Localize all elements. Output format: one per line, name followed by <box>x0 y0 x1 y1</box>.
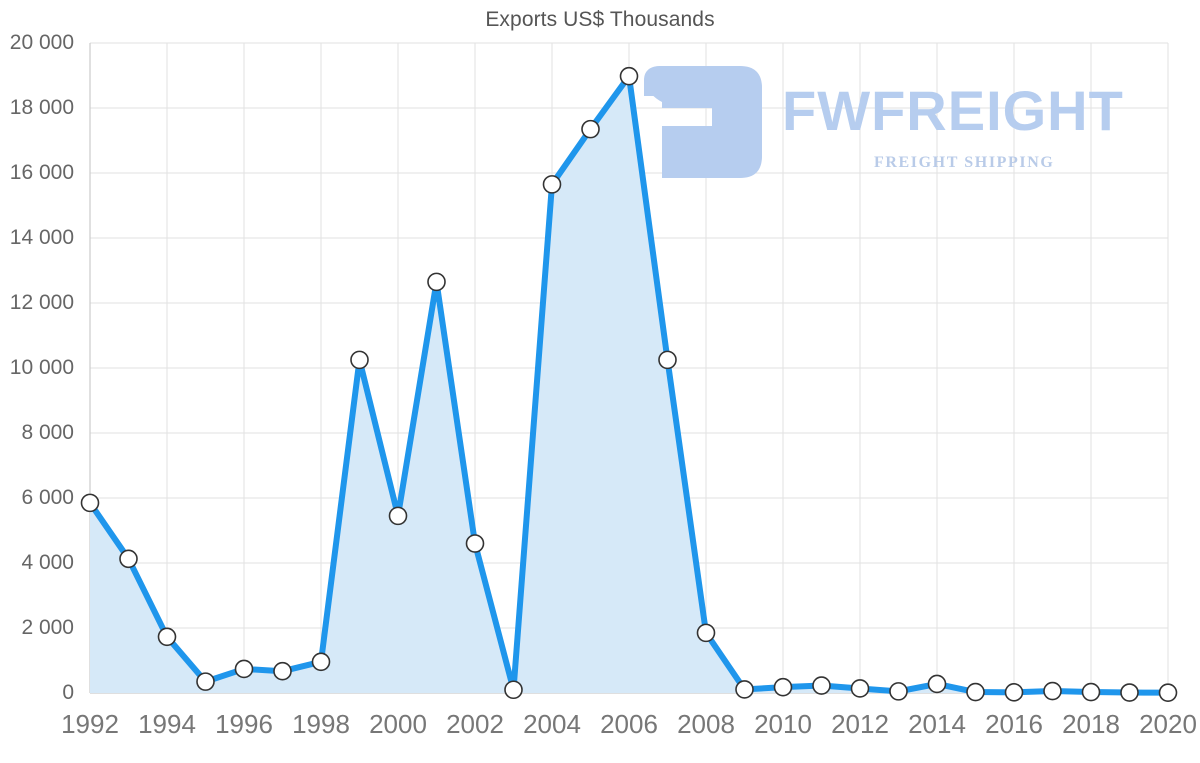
x-axis-tick-label: 1996 <box>215 709 273 739</box>
y-axis-tick-label: 18 000 <box>9 96 74 119</box>
data-point-marker[interactable]: 1999: 10250 <box>350 350 369 370</box>
data-point-marker[interactable]: 2002: 4600 <box>465 534 485 553</box>
data-point-marker[interactable]: 2005: 17350 <box>581 119 600 139</box>
x-axis-tick-label: 2000 <box>369 709 427 739</box>
x-axis-tick-label: 1998 <box>292 709 350 739</box>
x-axis-tick-label: 2010 <box>754 709 812 739</box>
y-axis-tick-label: 12 000 <box>9 291 74 314</box>
data-point-marker[interactable]: 2019: 15 <box>1120 683 1139 702</box>
y-axis-tick-label: 6 000 <box>21 486 74 509</box>
x-axis-tick-label: 2004 <box>523 709 581 739</box>
data-point-marker[interactable]: 2013: 50 <box>889 682 908 701</box>
data-point-marker[interactable]: 2000: 5450 <box>388 506 408 526</box>
data-point-marker[interactable]: 2015: 30 <box>966 682 985 702</box>
chart-title: Exports US$ Thousands <box>485 8 715 31</box>
x-axis-tick-label: 2006 <box>600 709 658 739</box>
data-point-marker[interactable]: 1992: 5850 <box>80 493 100 513</box>
data-point-marker[interactable]: 1996: 740 <box>234 659 254 679</box>
data-point-marker[interactable]: 1998: 960 <box>311 652 331 672</box>
y-axis-tick-label: 4 000 <box>21 551 74 574</box>
y-axis-tick-label: 14 000 <box>9 226 74 249</box>
area-fill-path <box>90 76 1168 693</box>
x-axis-tick-label: 2014 <box>908 709 966 739</box>
data-point-marker[interactable]: 1993: 4130 <box>119 549 138 569</box>
x-axis-tick-label: 2020 <box>1139 709 1197 739</box>
x-axis-tick-label: 1992 <box>61 709 119 739</box>
data-point-marker[interactable]: 2008: 1850 <box>696 623 716 643</box>
data-point-marker[interactable]: 2003: 100 <box>504 680 523 700</box>
data-point-marker[interactable]: 2017: 60 <box>1043 681 1062 701</box>
data-point-marker[interactable]: 1997: 670 <box>273 661 292 681</box>
x-axis-tick-label: 1994 <box>138 709 196 739</box>
y-axis-tick-label: 0 <box>62 681 74 704</box>
data-point-marker[interactable]: 2009: 110 <box>735 680 754 699</box>
data-point-marker[interactable]: 1994: 1730 <box>157 627 177 647</box>
data-point-marker[interactable]: 2006: 18980 <box>619 66 639 86</box>
data-point-marker[interactable]: 2011: 230 <box>812 676 831 695</box>
y-axis-tick-label: 16 000 <box>9 161 74 184</box>
data-point-marker[interactable]: 2001: 12650 <box>427 272 446 292</box>
x-axis-tick-label: 2008 <box>677 709 735 739</box>
data-point-marker[interactable]: 1995: 350 <box>196 672 215 691</box>
x-axis-tick-label: 2002 <box>446 709 504 739</box>
area-fill <box>90 76 1168 693</box>
data-point-marker[interactable]: 2018: 30 <box>1081 682 1101 702</box>
y-axis-tick-label: 20 000 <box>9 31 74 54</box>
x-axis-tick-label: 2018 <box>1062 709 1120 739</box>
data-point-marker[interactable]: 2016: 20 <box>1004 683 1024 702</box>
x-axis-tick-label: 2016 <box>985 709 1043 739</box>
data-point-marker[interactable]: 2007: 10250 <box>658 350 677 370</box>
data-point-markers[interactable]: 1992: 5850 1993: 4130 1994: 1730 1995: 350 1… <box>80 66 1178 702</box>
data-point-marker[interactable]: 2020: 10 <box>1158 683 1178 702</box>
y-axis-tick-label: 2 000 <box>21 616 74 639</box>
y-axis-tick-label: 8 000 <box>21 421 74 444</box>
y-axis-tick-label: 10 000 <box>9 356 74 379</box>
data-point-marker[interactable]: 2004: 15650 <box>542 175 562 194</box>
data-point-marker[interactable]: 2012: 140 <box>850 679 870 698</box>
data-point-marker[interactable]: 2014: 280 <box>927 674 947 694</box>
x-axis-tick-label: 2012 <box>831 709 889 739</box>
data-point-marker[interactable]: 2010: 180 <box>773 677 793 697</box>
